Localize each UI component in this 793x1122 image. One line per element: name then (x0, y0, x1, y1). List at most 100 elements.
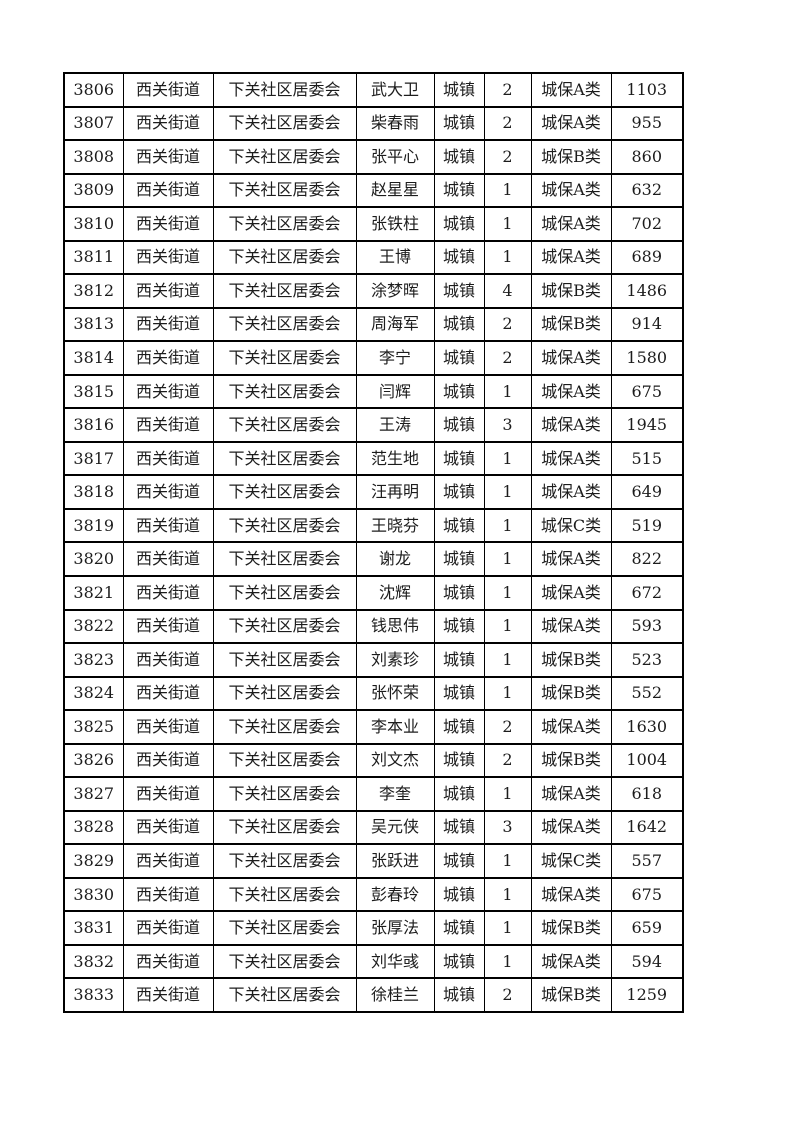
table-row: 3825 西关街道 下关社区居委会 李本业 城镇 2 城保A类 1630 (63, 709, 684, 745)
cell-street: 西关街道 (122, 742, 214, 779)
cell-count: 2 (483, 105, 532, 142)
cell-amount: 1103 (610, 72, 684, 108)
cell-street: 西关街道 (122, 910, 214, 946)
table-row: 3814 西关街道 下关社区居委会 李宁 城镇 2 城保A类 1580 (63, 340, 684, 376)
cell-street: 西关街道 (122, 239, 214, 276)
cell-community: 下关社区居委会 (212, 105, 357, 142)
cell-insurance-category: 城保A类 (530, 709, 612, 745)
cell-amount: 1259 (610, 977, 684, 1013)
cell-person-name: 王博 (355, 239, 435, 276)
cell-household-type: 城镇 (433, 206, 485, 242)
cell-community: 下关社区居委会 (212, 172, 357, 209)
cell-person-name: 张铁柱 (355, 206, 435, 242)
cell-amount: 618 (610, 776, 684, 812)
cell-community: 下关社区居委会 (212, 373, 357, 410)
cell-count: 1 (483, 574, 532, 611)
cell-person-name: 谢龙 (355, 541, 435, 577)
table-row: 3810 西关街道 下关社区居委会 张铁柱 城镇 1 城保A类 702 (63, 206, 684, 242)
cell-person-name: 刘素珍 (355, 642, 435, 678)
cell-count: 1 (483, 507, 532, 544)
cell-community: 下关社区居委会 (212, 239, 357, 276)
cell-row-id: 3814 (63, 340, 124, 376)
cell-person-name: 范生地 (355, 440, 435, 477)
cell-row-id: 3821 (63, 574, 124, 611)
cell-amount: 914 (610, 306, 684, 343)
cell-community: 下关社区居委会 (212, 642, 357, 678)
cell-insurance-category: 城保A类 (530, 474, 612, 510)
cell-amount: 593 (610, 608, 684, 645)
cell-community: 下关社区居委会 (212, 407, 357, 443)
cell-insurance-category: 城保B类 (530, 273, 612, 309)
cell-row-id: 3831 (63, 910, 124, 946)
cell-row-id: 3816 (63, 407, 124, 443)
cell-person-name: 沈辉 (355, 574, 435, 611)
cell-person-name: 张厚法 (355, 910, 435, 946)
cell-insurance-category: 城保A类 (530, 407, 612, 443)
cell-count: 1 (483, 642, 532, 678)
table-row: 3815 西关街道 下关社区居委会 闫辉 城镇 1 城保A类 675 (63, 373, 684, 410)
cell-count: 2 (483, 306, 532, 343)
cell-insurance-category: 城保A类 (530, 943, 612, 980)
cell-street: 西关街道 (122, 72, 214, 108)
cell-row-id: 3822 (63, 608, 124, 645)
cell-count: 2 (483, 977, 532, 1013)
cell-insurance-category: 城保A类 (530, 440, 612, 477)
table-row: 3818 西关街道 下关社区居委会 汪再明 城镇 1 城保A类 649 (63, 474, 684, 510)
cell-amount: 672 (610, 574, 684, 611)
cell-household-type: 城镇 (433, 776, 485, 812)
cell-street: 西关街道 (122, 843, 214, 879)
table-row: 3809 西关街道 下关社区居委会 赵星星 城镇 1 城保A类 632 (63, 172, 684, 209)
cell-household-type: 城镇 (433, 709, 485, 745)
cell-insurance-category: 城保A类 (530, 206, 612, 242)
cell-household-type: 城镇 (433, 239, 485, 276)
cell-street: 西关街道 (122, 642, 214, 678)
cell-street: 西关街道 (122, 373, 214, 410)
cell-household-type: 城镇 (433, 642, 485, 678)
cell-person-name: 周海军 (355, 306, 435, 343)
cell-person-name: 张跃进 (355, 843, 435, 879)
cell-household-type: 城镇 (433, 306, 485, 343)
cell-household-type: 城镇 (433, 105, 485, 142)
table-row: 3830 西关街道 下关社区居委会 彭春玲 城镇 1 城保A类 675 (63, 876, 684, 913)
cell-count: 1 (483, 474, 532, 510)
cell-amount: 552 (610, 675, 684, 712)
cell-count: 1 (483, 608, 532, 645)
cell-person-name: 张平心 (355, 139, 435, 175)
cell-insurance-category: 城保B类 (530, 742, 612, 779)
table-row: 3813 西关街道 下关社区居委会 周海军 城镇 2 城保B类 914 (63, 306, 684, 343)
table-row: 3821 西关街道 下关社区居委会 沈辉 城镇 1 城保A类 672 (63, 574, 684, 611)
cell-household-type: 城镇 (433, 574, 485, 611)
cell-household-type: 城镇 (433, 910, 485, 946)
cell-amount: 1580 (610, 340, 684, 376)
cell-row-id: 3818 (63, 474, 124, 510)
cell-household-type: 城镇 (433, 608, 485, 645)
cell-row-id: 3833 (63, 977, 124, 1013)
cell-row-id: 3830 (63, 876, 124, 913)
cell-street: 西关街道 (122, 172, 214, 209)
table-row: 3807 西关街道 下关社区居委会 柴春雨 城镇 2 城保A类 955 (63, 105, 684, 142)
cell-street: 西关街道 (122, 206, 214, 242)
cell-amount: 860 (610, 139, 684, 175)
cell-street: 西关街道 (122, 105, 214, 142)
cell-household-type: 城镇 (433, 977, 485, 1013)
cell-household-type: 城镇 (433, 172, 485, 209)
cell-community: 下关社区居委会 (212, 977, 357, 1013)
cell-household-type: 城镇 (433, 541, 485, 577)
cell-insurance-category: 城保A类 (530, 72, 612, 108)
cell-row-id: 3824 (63, 675, 124, 712)
cell-street: 西关街道 (122, 340, 214, 376)
cell-amount: 689 (610, 239, 684, 276)
cell-amount: 523 (610, 642, 684, 678)
cell-street: 西关街道 (122, 943, 214, 980)
cell-amount: 1642 (610, 809, 684, 846)
cell-amount: 822 (610, 541, 684, 577)
cell-street: 西关街道 (122, 608, 214, 645)
table-row: 3806 西关街道 下关社区居委会 武大卫 城镇 2 城保A类 1103 (63, 72, 684, 108)
cell-community: 下关社区居委会 (212, 474, 357, 510)
cell-person-name: 吴元侠 (355, 809, 435, 846)
cell-insurance-category: 城保B类 (530, 977, 612, 1013)
cell-count: 2 (483, 139, 532, 175)
cell-household-type: 城镇 (433, 407, 485, 443)
cell-count: 1 (483, 843, 532, 879)
cell-count: 1 (483, 910, 532, 946)
